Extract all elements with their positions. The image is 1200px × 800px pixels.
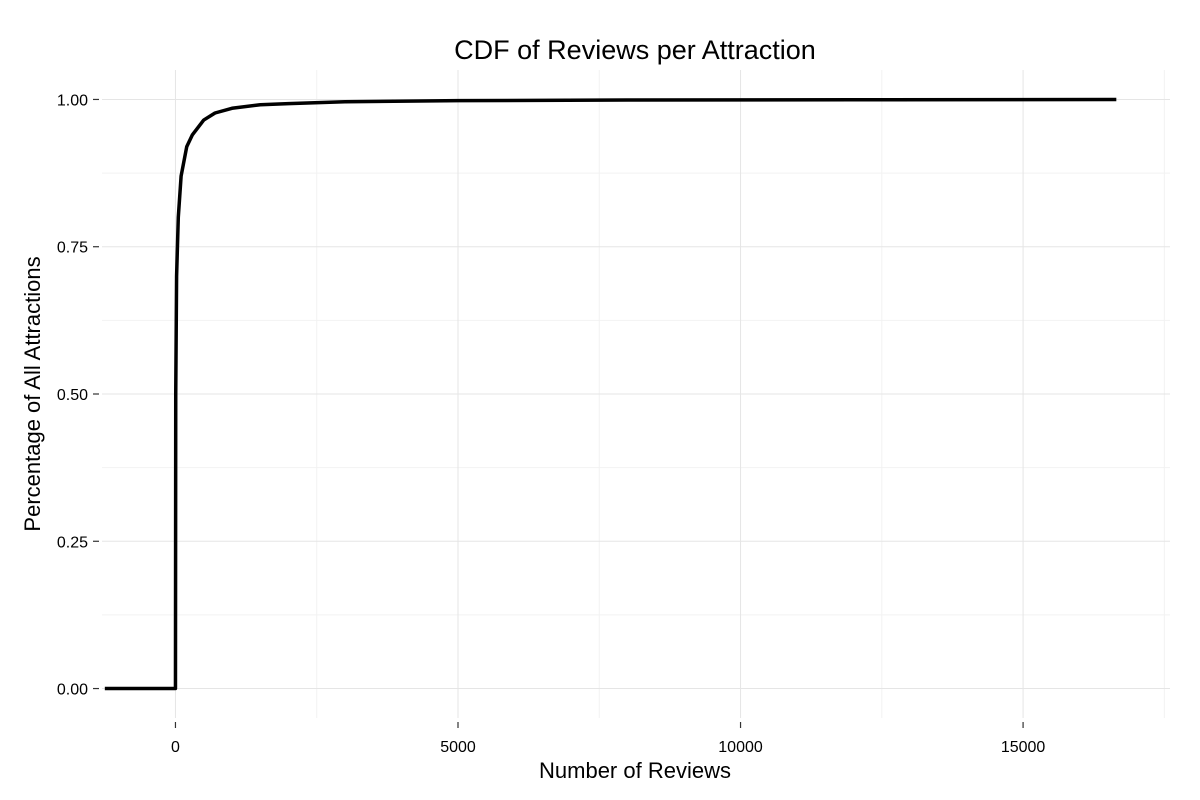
x-tick-label: 5000 xyxy=(440,739,476,756)
y-tick-label: 1.00 xyxy=(57,92,88,109)
major-grid xyxy=(102,70,1170,718)
y-tick-label: 0.75 xyxy=(57,240,88,257)
x-tick-label: 15000 xyxy=(1001,739,1046,756)
minor-grid xyxy=(102,70,1170,718)
y-tick-label: 0.25 xyxy=(57,534,88,551)
x-tick-label: 10000 xyxy=(718,739,763,756)
x-axis: 0 5000 10000 15000 xyxy=(171,722,1045,756)
x-axis-title: Number of Reviews xyxy=(539,758,731,783)
y-axis: 0.00 0.25 0.50 0.75 1.00 xyxy=(57,92,99,699)
y-tick-label: 0.00 xyxy=(57,682,88,699)
series-layer xyxy=(104,97,1117,691)
cdf-series-line xyxy=(104,97,1117,691)
y-axis-title: Percentage of All Attractions xyxy=(20,256,45,531)
y-tick-label: 0.50 xyxy=(57,387,88,404)
x-tick-label: 0 xyxy=(171,739,180,756)
chart-title: CDF of Reviews per Attraction xyxy=(454,35,816,65)
